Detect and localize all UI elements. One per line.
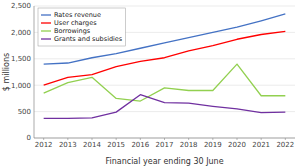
x-tick-label: 2018: [180, 141, 198, 149]
grid-line: [34, 6, 295, 7]
x-tick-label: 2019: [204, 141, 222, 149]
x-tick-label: 2022: [276, 141, 294, 149]
y-tick-label: 0: [27, 134, 31, 142]
legend-label: Grants and subsidies: [54, 35, 123, 43]
series-group: [44, 14, 286, 119]
x-tick-label: 2012: [35, 141, 53, 149]
series-line: [44, 95, 286, 119]
legend-label: Borrowings: [54, 27, 91, 35]
legend-swatch: [41, 22, 51, 23]
x-tick-label: 2017: [156, 141, 174, 149]
x-tick-label: 2014: [83, 141, 101, 149]
grid-line: [34, 58, 295, 59]
series-line: [44, 64, 286, 101]
legend-swatch: [41, 38, 51, 39]
legend-swatch: [41, 14, 51, 15]
grid-line: [34, 85, 295, 86]
y-tick-label: 1,500: [11, 55, 31, 63]
x-axis-label: Financial year ending 30 June: [105, 157, 223, 166]
x-tick-label: 2015: [107, 141, 125, 149]
legend-swatch: [41, 30, 51, 31]
series-line: [44, 31, 286, 85]
y-axis: [34, 6, 35, 138]
y-tick-label: 2,000: [11, 29, 31, 37]
x-tick-label: 2016: [131, 141, 149, 149]
x-tick-label: 2021: [252, 141, 270, 149]
legend: Rates revenueUser chargesBorrowingsGrant…: [38, 8, 125, 46]
y-tick-label: 1,000: [11, 82, 31, 90]
chart: 0 500 1,000 1,500 2,000 2,500 2012 2013 2014 2015…: [0, 0, 301, 168]
y-axis-label: $ millions: [2, 53, 11, 91]
x-tick-label: 2020: [228, 141, 246, 149]
legend-label: User charges: [54, 19, 97, 27]
x-tick-label: 2013: [59, 141, 77, 149]
y-tick-label: 2,500: [11, 2, 31, 10]
y-tick-label: 500: [18, 108, 31, 116]
legend-label: Rates revenue: [54, 11, 101, 19]
legend-frame: [38, 8, 125, 46]
series-line: [44, 14, 286, 64]
x-axis: [34, 138, 295, 139]
